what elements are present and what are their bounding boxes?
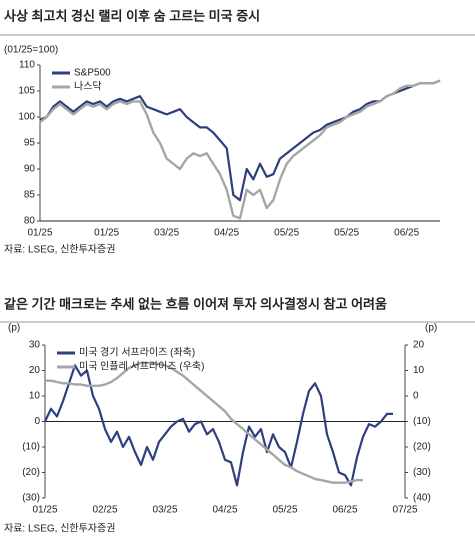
y2-tick-label: (10) <box>413 416 431 427</box>
x-tick-label: 01/25 <box>32 505 57 516</box>
x-tick-label: 05/25 <box>334 228 359 239</box>
y-tick-label: (10) <box>22 442 40 453</box>
y-tick-label: 10 <box>29 391 41 402</box>
y-tick-label: 100 <box>18 112 35 123</box>
series-line <box>39 79 441 202</box>
y2-tick-label: (20) <box>413 442 431 453</box>
source: 자료: LSEG, 신한투자증권 <box>4 523 115 535</box>
series-line <box>44 364 393 487</box>
chart-title: 같은 기간 매크로는 추세 없는 흐름 이어져 투자 의사결정시 참고 어려움 <box>4 296 387 311</box>
y2-tick-label: (40) <box>413 493 431 504</box>
x-tick-label: 04/25 <box>212 505 237 516</box>
y-tick-label: 80 <box>24 216 36 227</box>
x-tick-label: 05/25 <box>274 228 299 239</box>
y2-tick-label: 10 <box>413 365 425 376</box>
x-tick-label: 01/25 <box>94 228 119 239</box>
legend-label: 미국 경기 서프라이즈 (좌축) <box>79 346 195 359</box>
y-axis-label: (01/25=100) <box>4 45 58 56</box>
series-line <box>39 79 441 220</box>
x-tick-label: 03/25 <box>154 228 179 239</box>
y-tick-label: 95 <box>24 138 36 149</box>
x-tick-label: 04/25 <box>214 228 239 239</box>
y-tick-label: 30 <box>29 340 41 351</box>
series-line <box>45 361 363 484</box>
legend-label: 나스닥 <box>74 81 102 93</box>
y2-tick-label: 0 <box>413 391 419 402</box>
x-tick-label: 05/25 <box>272 505 297 516</box>
x-tick-label: 06/25 <box>394 228 419 239</box>
x-tick-label: 07/25 <box>392 505 417 516</box>
y2-tick-label: (30) <box>413 467 431 478</box>
y-tick-label: 0 <box>34 416 40 427</box>
y-tick-label: 20 <box>29 365 41 376</box>
y2-axis-label: (p) <box>425 323 437 334</box>
y2-tick-label: 20 <box>413 340 425 351</box>
y-tick-label: 85 <box>24 190 36 201</box>
y-tick-label: (20) <box>22 467 40 478</box>
x-tick-label: 03/25 <box>152 505 177 516</box>
chart-title: 사상 최고치 경신 랠리 이후 숨 고르는 미국 증시 <box>4 8 260 23</box>
y-tick-label: 110 <box>19 60 35 71</box>
source: 자료: LSEG, 신한투자증권 <box>4 244 115 256</box>
y-axis-label: (p) <box>8 323 20 334</box>
legend-label: S&P500 <box>74 68 111 79</box>
x-tick-label: 06/25 <box>332 505 357 516</box>
y-tick-label: 105 <box>18 86 35 97</box>
y-tick-label: (30) <box>22 493 40 504</box>
y-tick-label: 90 <box>24 164 36 175</box>
x-tick-label: 02/25 <box>92 505 117 516</box>
legend-label: 미국 인플레 서프라이즈 (우축) <box>79 361 204 373</box>
x-tick-label: 01/25 <box>27 228 52 239</box>
